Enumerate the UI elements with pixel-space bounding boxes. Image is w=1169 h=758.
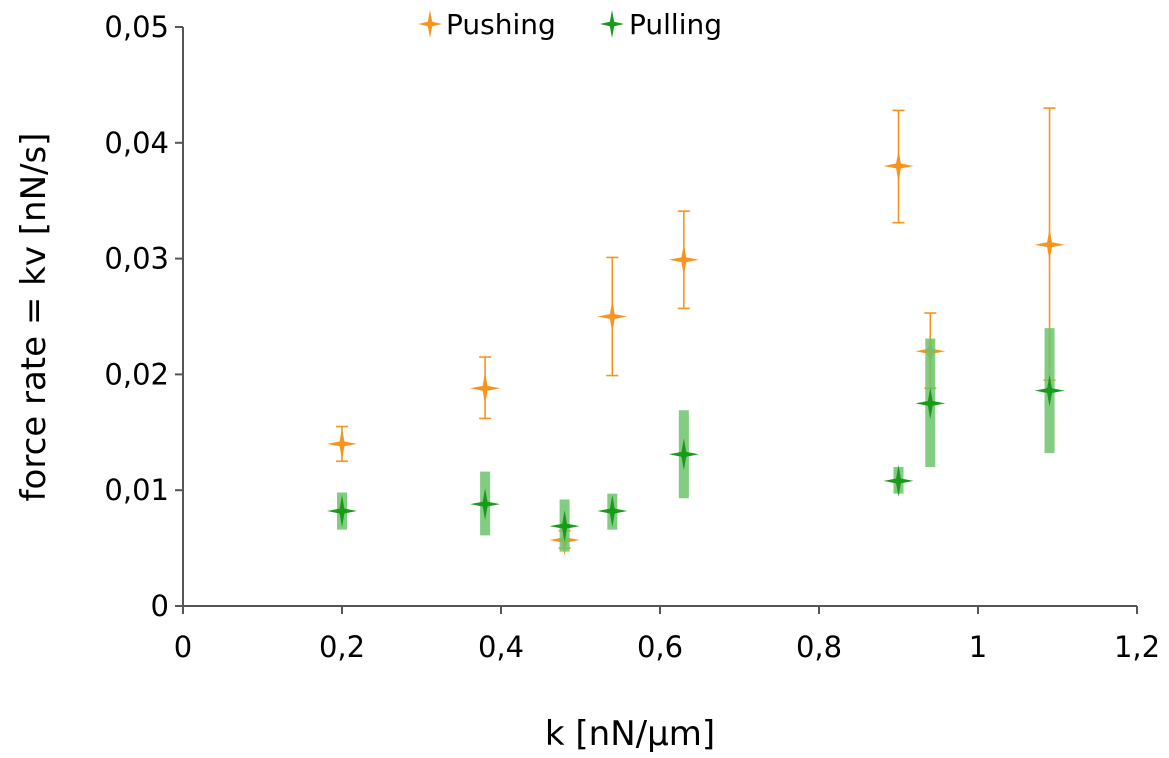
data-point (470, 488, 501, 521)
x-tick-label: 0,4 (478, 630, 524, 664)
data-point (1034, 228, 1065, 261)
data-point (915, 387, 946, 420)
legend-item-pulling[interactable]: Pulling (600, 8, 722, 41)
data-point (327, 495, 357, 528)
y-tick-label: 0,03 (104, 242, 169, 276)
y-tick-label: 0,04 (104, 126, 169, 160)
legend-marker-pushing (418, 10, 442, 38)
y-tick-label: 0 (151, 589, 169, 623)
data-point (883, 464, 914, 497)
data-point (549, 510, 580, 543)
legend-marker-pulling (600, 10, 624, 38)
data-point (470, 372, 501, 405)
x-tick-label: 0,8 (796, 630, 842, 664)
data-point (668, 243, 699, 276)
x-axis-title: k [nN/µm] (545, 714, 715, 754)
y-axis-title: force rate = kv [nN/s] (14, 133, 54, 502)
legend-label-pulling: Pulling (629, 8, 722, 41)
x-tick-label: 0,2 (319, 630, 365, 664)
legend-label-pushing: Pushing (446, 8, 556, 41)
x-tick-label: 0 (174, 630, 192, 664)
data-point (883, 149, 914, 182)
data-point (1034, 374, 1065, 407)
y-axis-ticks: 0 0,01 0,02 0,03 0,04 0,05 (104, 10, 183, 623)
plot-area (327, 107, 1065, 556)
x-axis-ticks: 0 0,2 0,4 0,6 0,8 1 1,2 (174, 606, 1160, 664)
data-point (597, 300, 628, 333)
legend: Pushing Pulling (418, 8, 722, 41)
data-point (327, 427, 357, 460)
series-pulling (327, 328, 1065, 552)
x-tick-label: 1 (969, 630, 987, 664)
y-tick-label: 0,01 (104, 473, 169, 507)
x-tick-label: 1,2 (1114, 630, 1160, 664)
y-tick-label: 0,02 (104, 357, 169, 391)
series-pushing (327, 107, 1065, 556)
data-point (597, 495, 628, 528)
axes: 0 0,01 0,02 0,03 0,04 0,05 0 0,2 0,4 0,6 0,8 1 1,2 (104, 10, 1160, 664)
y-tick-label: 0,05 (104, 10, 169, 44)
x-tick-label: 0,6 (637, 630, 683, 664)
data-point (668, 438, 699, 471)
legend-item-pushing[interactable]: Pushing (418, 8, 556, 41)
